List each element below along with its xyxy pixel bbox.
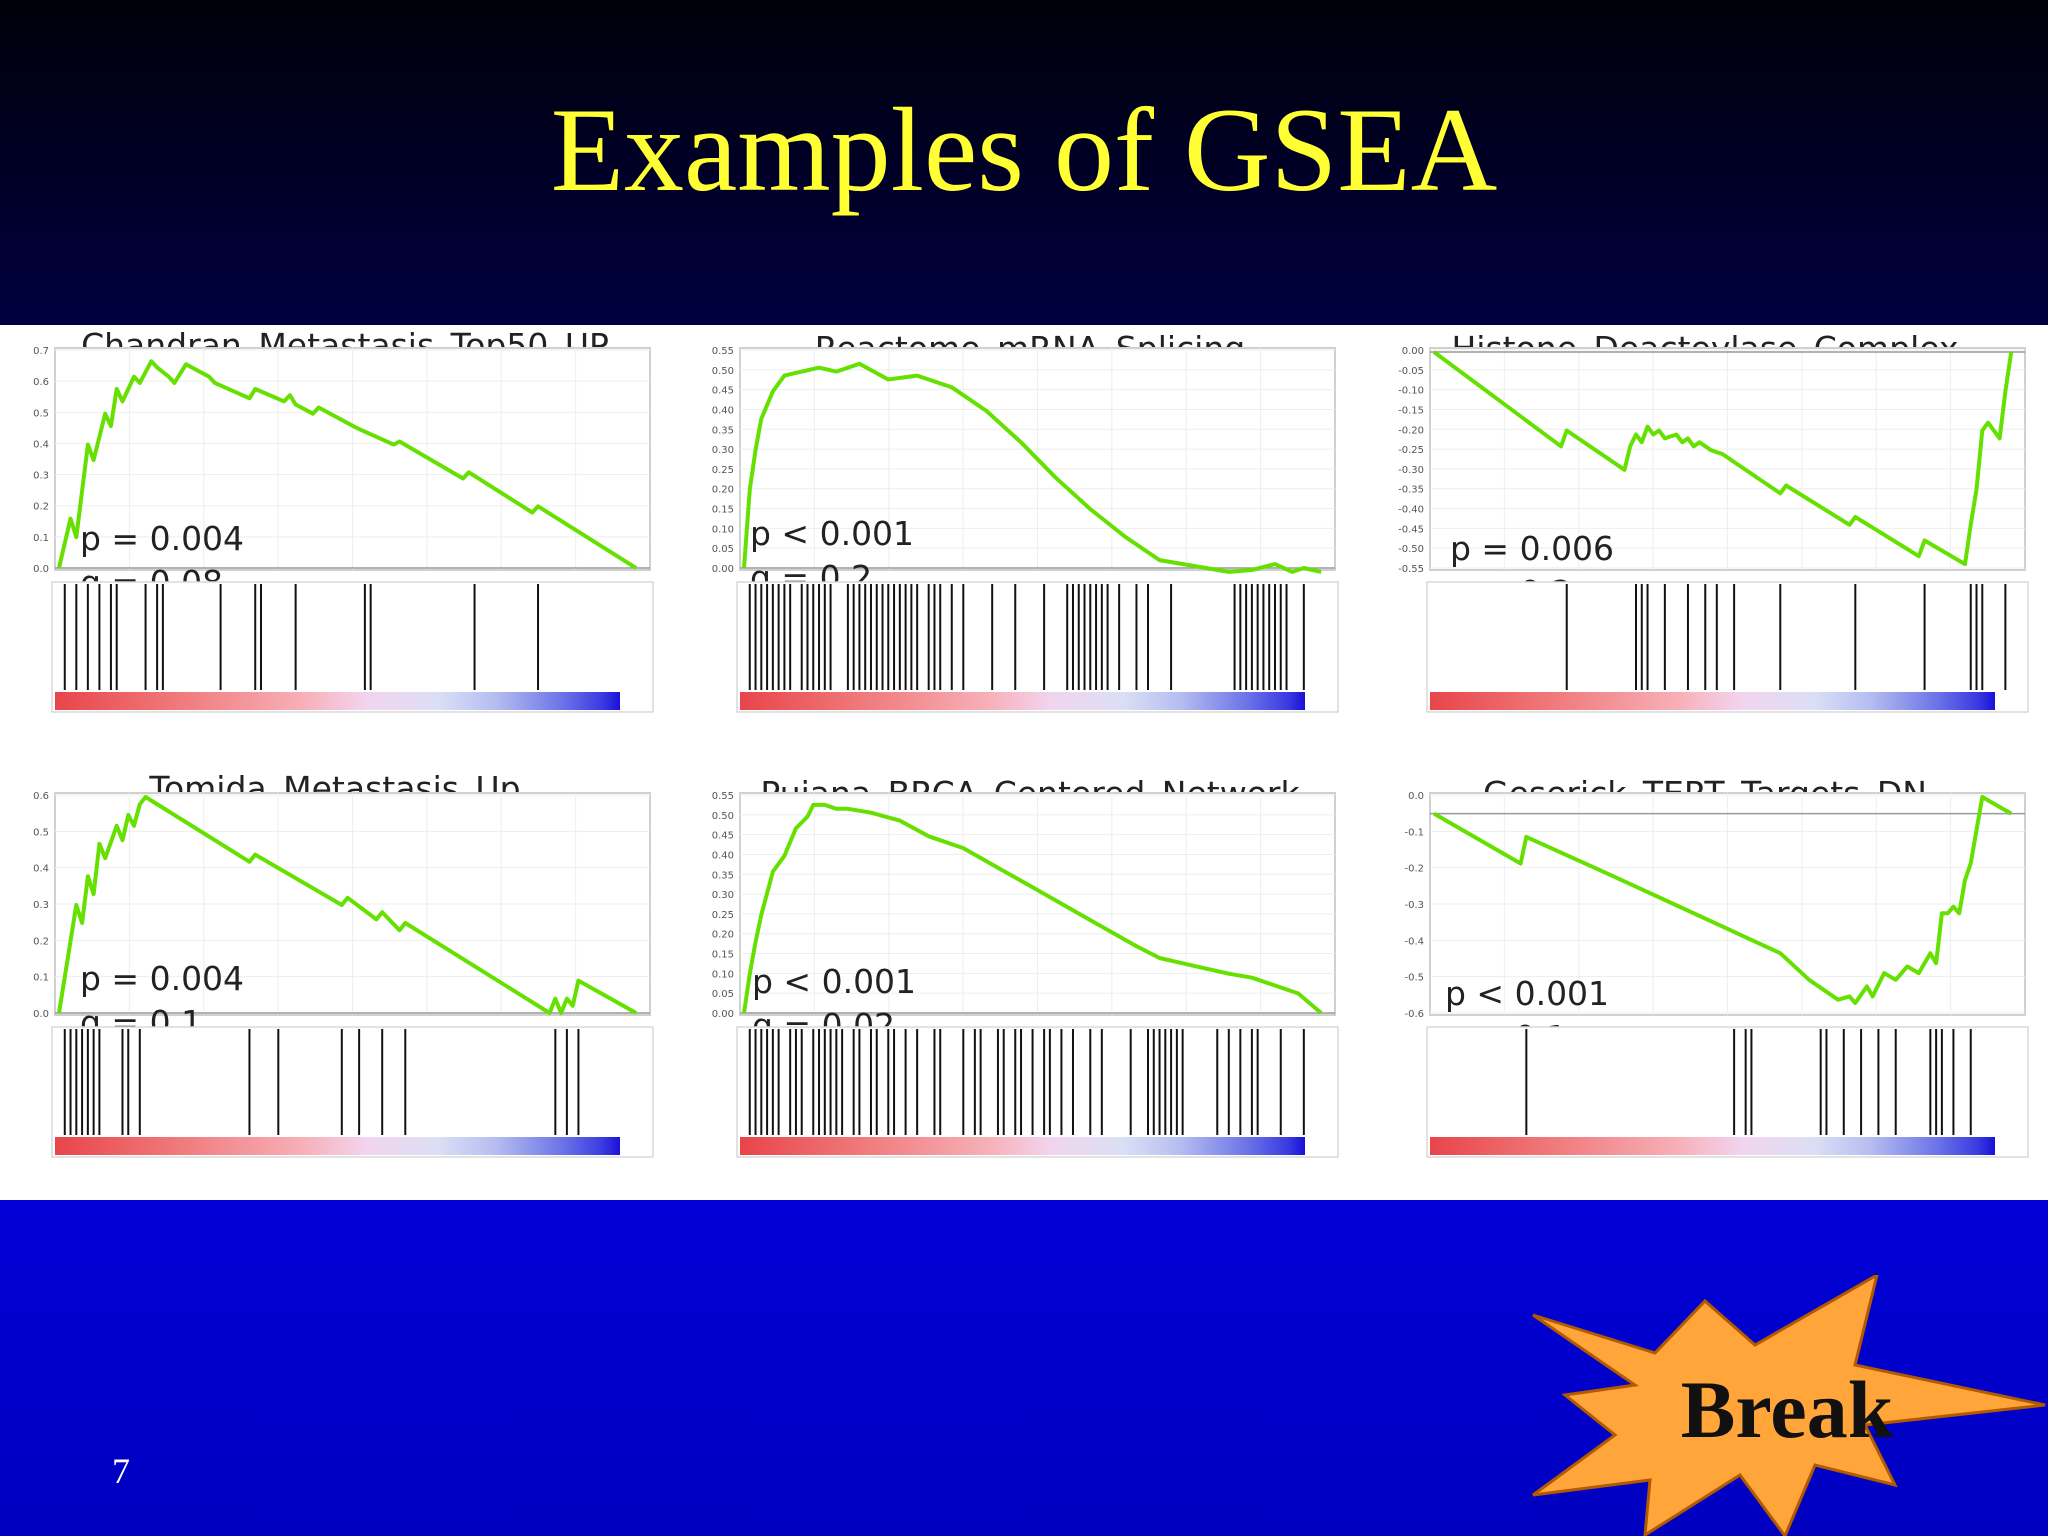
gsea-panel-5: Pujana_BRCA_Centered_Network0.550.500.45… [712, 774, 1339, 1158]
y-tick-label: 0.2 [33, 502, 49, 513]
y-tick-label: 0.35 [712, 425, 734, 436]
rank-bar [740, 1137, 1305, 1155]
break-label: Break [1681, 1364, 1894, 1455]
y-tick-label: 0.0 [33, 564, 49, 575]
p-value-label: p < 0.001 [1445, 974, 1609, 1013]
y-tick-label: 0.00 [1402, 346, 1424, 357]
hits-frame [51, 581, 654, 713]
y-tick-label: -0.5 [1404, 973, 1424, 984]
y-tick-label: 0.0 [33, 1009, 49, 1020]
y-tick-label: 0.45 [712, 386, 734, 397]
y-tick-label: 0.10 [712, 969, 734, 980]
y-tick-label: 0.30 [712, 890, 734, 901]
y-tick-label: 0.5 [33, 827, 49, 838]
y-tick-label: 0.05 [712, 989, 734, 1000]
break-badge: Break [1532, 1275, 2046, 1536]
hits-frame [1426, 581, 2029, 713]
title-band [0, 0, 2048, 325]
starburst-shape [1532, 1275, 2046, 1536]
gsea-panel-6: Geserick_TERT_Targets_DN0.0-0.1-0.2-0.3-… [1404, 774, 2029, 1158]
p-value-label: p = 0.006 [1450, 529, 1614, 568]
y-tick-label: 0.40 [712, 850, 734, 861]
p-value-label: p < 0.001 [752, 962, 916, 1001]
enrichment-curve [742, 802, 1323, 1015]
y-tick-label: 0.7 [33, 346, 49, 357]
y-tick-label: 0.45 [712, 831, 734, 842]
y-tick-label: 0.20 [712, 930, 734, 941]
y-tick-label: 0.05 [712, 544, 734, 555]
y-tick-label: 0.40 [712, 405, 734, 416]
y-tick-label: 0.00 [712, 564, 734, 575]
y-tick-label: 0.6 [33, 377, 49, 388]
y-tick-label: 0.4 [33, 864, 49, 875]
y-tick-label: 0.10 [712, 524, 734, 535]
rank-bar [55, 1137, 620, 1155]
y-tick-label: 0.20 [712, 485, 734, 496]
y-tick-label: -0.15 [1398, 405, 1424, 416]
hits-frame [51, 1026, 654, 1158]
enrichment-curve [1432, 350, 2014, 567]
y-tick-label: -0.55 [1398, 564, 1424, 575]
rank-bar [1430, 692, 1995, 710]
rank-bar [1430, 1137, 1995, 1155]
enrichment-curve [57, 795, 638, 1015]
gsea-charts: Chandran_Metastasis_Top50_UP0.70.60.50.4… [33, 326, 2029, 1158]
y-tick-label: 0.1 [33, 973, 49, 984]
y-tick-label: -0.20 [1398, 425, 1424, 436]
y-tick-label: 0.15 [712, 950, 734, 961]
y-tick-label: -0.4 [1404, 936, 1424, 947]
y-tick-label: 0.0 [1408, 791, 1424, 802]
enrichment-curve [1433, 795, 2013, 1005]
page-number: 7 [112, 1451, 130, 1491]
y-tick-label: 0.1 [33, 533, 49, 544]
y-tick-label: 0.35 [712, 870, 734, 881]
y-tick-label: 0.30 [712, 445, 734, 456]
y-tick-label: 0.3 [33, 471, 49, 482]
y-tick-label: 0.15 [712, 505, 734, 516]
y-tick-label: 0.25 [712, 465, 734, 476]
rank-bar [740, 692, 1305, 710]
y-tick-label: 0.5 [33, 408, 49, 419]
y-tick-label: 0.55 [712, 346, 734, 357]
y-tick-label: -0.35 [1398, 485, 1424, 496]
y-tick-label: -0.25 [1398, 445, 1424, 456]
y-tick-label: 0.50 [712, 811, 734, 822]
y-tick-label: -0.1 [1404, 827, 1424, 838]
y-tick-label: 0.2 [33, 936, 49, 947]
gsea-panel-3: Histone_Deacteylase_Complex0.00-0.05-0.1… [1398, 329, 2029, 713]
y-tick-label: -0.3 [1404, 900, 1424, 911]
y-tick-label: -0.10 [1398, 386, 1424, 397]
p-value-label: p = 0.004 [80, 519, 244, 558]
gsea-panel-4: Tomida_Metastasis_Up0.60.50.40.30.20.10.… [33, 769, 654, 1158]
y-tick-label: 0.6 [33, 791, 49, 802]
y-tick-label: -0.45 [1398, 524, 1424, 535]
y-tick-label: -0.2 [1404, 864, 1424, 875]
y-tick-label: 0.50 [712, 366, 734, 377]
y-tick-label: 0.25 [712, 910, 734, 921]
y-tick-label: -0.40 [1398, 505, 1424, 516]
y-tick-label: -0.30 [1398, 465, 1424, 476]
p-value-label: p = 0.004 [80, 959, 244, 998]
y-tick-label: -0.6 [1404, 1009, 1424, 1020]
rank-bar [55, 692, 620, 710]
y-tick-label: -0.05 [1398, 366, 1424, 377]
y-tick-label: 0.4 [33, 439, 49, 450]
gsea-panel-1: Chandran_Metastasis_Top50_UP0.70.60.50.4… [33, 326, 654, 713]
y-tick-label: 0.55 [712, 791, 734, 802]
y-tick-label: 0.00 [712, 1009, 734, 1020]
y-tick-label: -0.50 [1398, 544, 1424, 555]
y-tick-label: 0.3 [33, 900, 49, 911]
p-value-label: p < 0.001 [750, 514, 914, 553]
gsea-panel-2: Reactome_mRNA_Splicing0.550.500.450.400.… [712, 329, 1339, 713]
enrichment-curve [57, 359, 638, 570]
hits-frame [736, 581, 1339, 713]
slide-title: Examples of GSEA [550, 83, 1498, 216]
enrichment-curve [742, 361, 1322, 574]
